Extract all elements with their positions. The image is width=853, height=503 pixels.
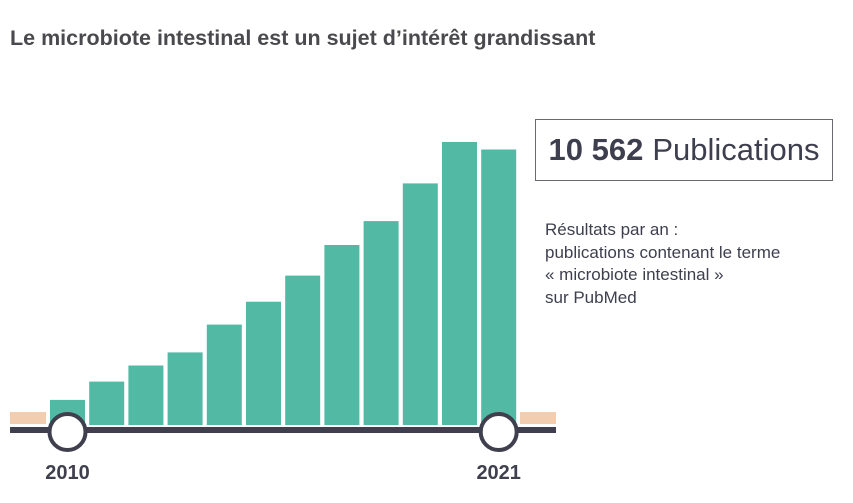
bar-2016 bbox=[285, 275, 321, 425]
bar-2014 bbox=[206, 324, 242, 425]
bar-2012 bbox=[128, 365, 164, 425]
bar-2019 bbox=[402, 183, 438, 425]
total-publications-box: 10 562 Publications bbox=[535, 119, 833, 181]
timeline-band-right bbox=[520, 412, 556, 424]
bar-2017 bbox=[324, 245, 360, 425]
total-label: Publications bbox=[652, 132, 820, 167]
chart-description: Résultats par an : publications contenan… bbox=[545, 219, 780, 309]
tick-labels-group: 2010 2021 bbox=[45, 462, 521, 484]
bar-2020 bbox=[442, 142, 477, 425]
description-line-1: Résultats par an : bbox=[545, 220, 679, 239]
bar-2015 bbox=[246, 301, 281, 425]
timeline-marker-2021 bbox=[478, 412, 519, 452]
bar-2013 bbox=[167, 352, 203, 425]
timeline-marker-2010 bbox=[47, 412, 88, 452]
bar-2018 bbox=[363, 221, 399, 425]
total-number: 10 562 bbox=[548, 132, 644, 167]
tick-label-2021: 2021 bbox=[476, 462, 521, 484]
bars-group bbox=[50, 142, 517, 425]
tick-label-2010: 2010 bbox=[45, 462, 90, 484]
description-line-3: « microbiote intestinal » bbox=[545, 265, 724, 284]
description-line-2: publications contenant le terme bbox=[545, 242, 781, 262]
markers-group bbox=[47, 412, 519, 452]
bar-2011 bbox=[89, 381, 125, 425]
timeline-baseline bbox=[10, 427, 556, 433]
timeline-band-left bbox=[10, 412, 46, 424]
description-line-4: sur PubMed bbox=[545, 287, 637, 307]
chart-title: Le microbiote intestinal est un sujet d’… bbox=[10, 26, 596, 50]
bar-2021 bbox=[481, 149, 517, 425]
